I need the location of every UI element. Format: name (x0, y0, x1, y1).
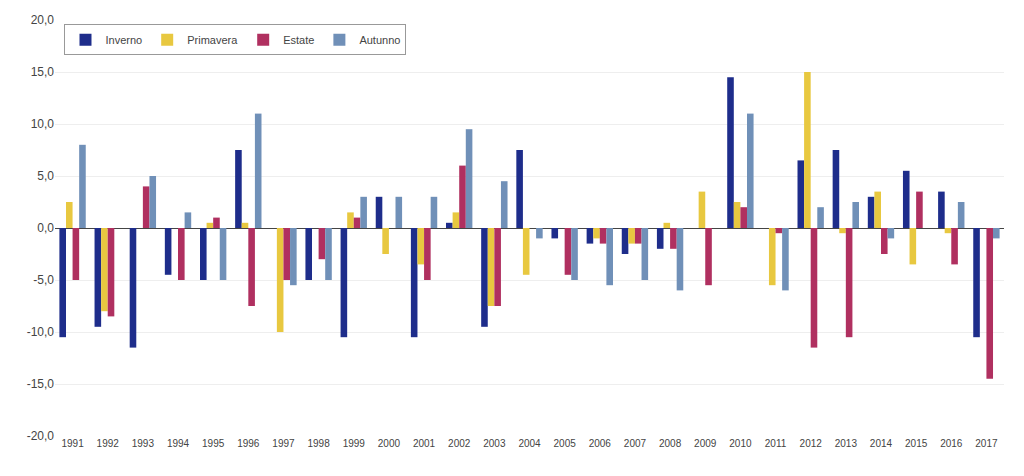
svg-text:1992: 1992 (97, 438, 120, 449)
svg-text:2009: 2009 (694, 438, 717, 449)
svg-text:2005: 2005 (554, 438, 577, 449)
svg-text:2016: 2016 (940, 438, 963, 449)
svg-text:1994: 1994 (167, 438, 190, 449)
svg-text:10,0: 10,0 (31, 117, 55, 131)
svg-text:1991: 1991 (61, 438, 84, 449)
svg-text:2017: 2017 (975, 438, 998, 449)
svg-text:1997: 1997 (272, 438, 295, 449)
svg-text:2007: 2007 (624, 438, 647, 449)
svg-text:15,0: 15,0 (31, 65, 55, 79)
svg-text:2010: 2010 (729, 438, 752, 449)
svg-text:2001: 2001 (413, 438, 436, 449)
svg-text:2011: 2011 (765, 438, 787, 449)
svg-text:1993: 1993 (132, 438, 155, 449)
svg-text:Estate: Estate (283, 34, 314, 46)
svg-text:Autunno: Autunno (359, 34, 400, 46)
svg-text:2004: 2004 (518, 438, 541, 449)
svg-text:-15,0: -15,0 (27, 377, 55, 391)
svg-text:Inverno: Inverno (105, 34, 142, 46)
svg-text:0,0: 0,0 (37, 221, 54, 235)
svg-text:2012: 2012 (800, 438, 823, 449)
svg-text:-20,0: -20,0 (27, 429, 55, 443)
svg-text:5,0: 5,0 (37, 169, 54, 183)
svg-text:1999: 1999 (343, 438, 366, 449)
svg-text:-5,0: -5,0 (33, 273, 54, 287)
svg-text:Primavera: Primavera (187, 34, 238, 46)
svg-text:2013: 2013 (835, 438, 858, 449)
svg-text:1998: 1998 (307, 438, 330, 449)
svg-text:2006: 2006 (589, 438, 612, 449)
svg-text:1996: 1996 (237, 438, 260, 449)
svg-text:2002: 2002 (448, 438, 471, 449)
svg-text:2008: 2008 (659, 438, 682, 449)
svg-text:-10,0: -10,0 (27, 325, 55, 339)
svg-text:2000: 2000 (378, 438, 401, 449)
svg-text:1995: 1995 (202, 438, 225, 449)
svg-text:2015: 2015 (905, 438, 928, 449)
svg-text:2003: 2003 (483, 438, 506, 449)
svg-text:2014: 2014 (870, 438, 893, 449)
svg-text:20,0: 20,0 (31, 13, 55, 27)
